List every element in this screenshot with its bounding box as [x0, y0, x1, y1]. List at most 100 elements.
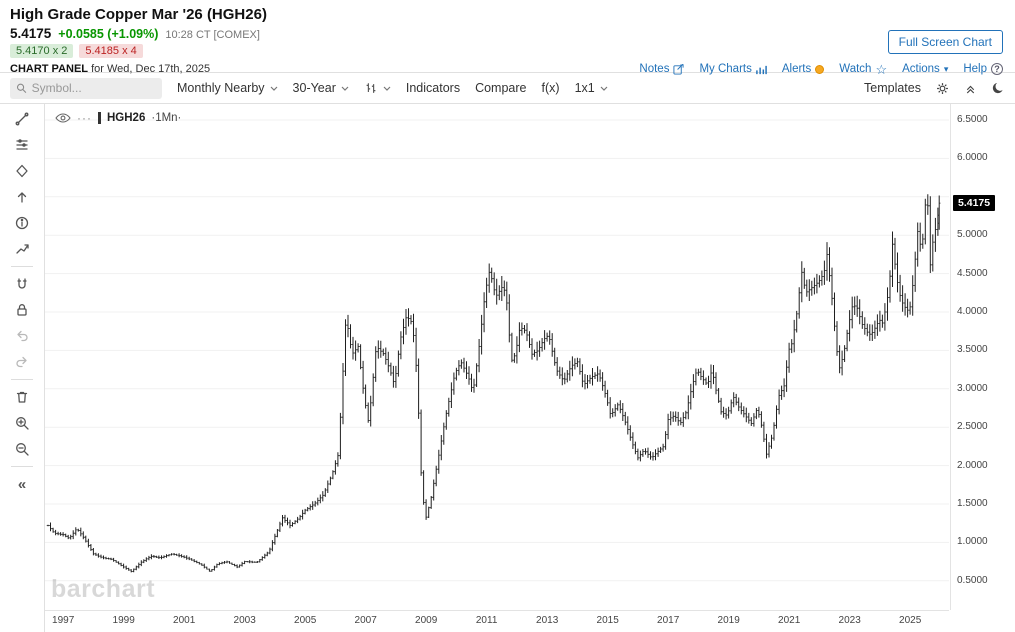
x-axis-label: 1997 — [52, 615, 75, 626]
series-color-swatch — [98, 112, 101, 124]
redo-button[interactable] — [11, 351, 33, 373]
my-charts-label: My Charts — [699, 63, 752, 76]
templates-button[interactable]: Templates — [864, 81, 921, 95]
lock-tool-button[interactable] — [11, 299, 33, 321]
x-axis-label: 2019 — [717, 615, 740, 626]
chevron-down-icon — [383, 86, 391, 91]
compare-label: Compare — [475, 81, 527, 95]
grid-layout-select[interactable]: 1x1 — [575, 81, 608, 95]
x-axis-label: 2017 — [657, 615, 680, 626]
actions-caret-icon: ▾ — [943, 63, 949, 74]
x-axis-label: 2005 — [294, 615, 317, 626]
chart-panel-label: CHART PANEL — [10, 63, 89, 76]
more-options-icon[interactable]: ··· — [77, 111, 92, 125]
measure-tool-button[interactable] — [11, 238, 33, 260]
magnet-tool-button[interactable] — [11, 273, 33, 295]
x-axis-label: 2007 — [354, 615, 377, 626]
compare-button[interactable]: Compare — [475, 81, 526, 95]
y-axis-label: 5.0000 — [957, 229, 988, 241]
chart-type-select[interactable] — [364, 81, 391, 95]
zoom-out-icon — [16, 443, 29, 456]
price-chart-plot[interactable] — [45, 104, 949, 610]
y-axis-label: 4.0000 — [957, 306, 988, 317]
templates-label: Templates — [864, 81, 921, 95]
alerts-link[interactable]: Alerts — [782, 63, 825, 75]
header: High Grade Copper Mar '26 (HGH26) 5.4175… — [0, 0, 1015, 76]
my-charts-link[interactable]: My Charts — [699, 63, 767, 76]
symbol-search[interactable] — [10, 77, 162, 99]
fx-label: f(x) — [541, 81, 560, 95]
undo-icon — [17, 330, 28, 342]
barchart-watermark: barchart — [51, 575, 156, 603]
my-charts-icon — [756, 65, 767, 74]
open-close-ticks — [46, 202, 941, 572]
actions-menu[interactable]: Actions ▾ — [902, 63, 948, 75]
help-link[interactable]: Help ? — [963, 63, 1003, 76]
diamond-shape-icon — [16, 164, 28, 178]
x-axis-label: 2011 — [475, 615, 498, 626]
zoom-in-button[interactable] — [11, 412, 33, 434]
moon-icon — [992, 83, 1003, 94]
chart-area[interactable]: 5.4175 0.5000 1.0000 1.5000 2.0000 2.5000 3.0… — [45, 104, 1015, 632]
collapse-sidebar-button[interactable]: « — [11, 473, 33, 495]
chevron-down-icon — [600, 86, 608, 91]
y-axis-label: 2.5000 — [957, 421, 988, 433]
settings-button[interactable] — [935, 81, 950, 96]
x-axis-label: 2009 — [415, 615, 438, 626]
eye-icon[interactable] — [55, 112, 71, 124]
x-axis-label: 2021 — [778, 615, 801, 626]
delete-drawings-button[interactable] — [11, 386, 33, 408]
studies-tool-button[interactable] — [11, 134, 33, 156]
ask-quote: 5.4185 x 4 — [79, 43, 143, 58]
sidebar-divider — [11, 379, 33, 380]
symbol-search-input[interactable] — [31, 81, 156, 95]
time-axis[interactable]: 1997 1999 2001 2003 2005 2007 2009 2011 2013 2015… — [45, 610, 949, 632]
y-axis-label: 1.5000 — [957, 498, 988, 509]
chevron-down-icon — [341, 86, 349, 91]
grid-layout-label: 1x1 — [574, 81, 595, 95]
session-time: 10:28 CT [COMEX] — [165, 28, 260, 41]
full-screen-chart-button[interactable]: Full Screen Chart — [887, 30, 1003, 54]
contract-select[interactable]: Monthly Nearby — [177, 81, 278, 95]
shapes-tool-button[interactable] — [11, 160, 33, 182]
chevron-down-icon — [270, 86, 278, 91]
range-select[interactable]: 30-Year — [293, 81, 349, 95]
header-links: Notes My Charts Alerts Watch ☆ Actions ▾… — [639, 63, 1003, 76]
measure-icon — [16, 244, 29, 254]
watch-link[interactable]: Watch ☆ — [839, 63, 887, 76]
legend-interval: ·1Mn· — [151, 112, 182, 124]
lock-icon — [17, 304, 27, 316]
x-axis-label: 1999 — [112, 615, 135, 626]
help-icon: ? — [991, 63, 1003, 76]
info-circle-icon — [15, 216, 29, 230]
y-axis-label: 0.5000 — [957, 574, 988, 586]
fx-button[interactable]: f(x) — [542, 81, 560, 95]
y-axis-label: 2.0000 — [957, 459, 988, 471]
last-price: 5.4175 — [10, 25, 52, 41]
annotation-tool-button[interactable] — [11, 212, 33, 234]
undo-button[interactable] — [11, 325, 33, 347]
notes-link[interactable]: Notes — [639, 63, 684, 75]
price-axis[interactable]: 5.4175 0.5000 1.0000 1.5000 2.0000 2.5000 3.0… — [950, 104, 1015, 610]
watch-star-icon: ☆ — [875, 61, 888, 77]
watch-label: Watch — [839, 63, 872, 76]
x-axis-label: 2023 — [838, 615, 861, 626]
magnet-icon — [17, 278, 27, 289]
x-axis-label: 2013 — [536, 615, 559, 626]
dark-mode-toggle[interactable] — [991, 81, 1005, 95]
trendline-tool-button[interactable] — [11, 108, 33, 130]
quote-row: 5.4170 x 2 5.4185 x 4 — [10, 43, 1005, 58]
bid-quote: 5.4170 x 2 — [10, 43, 74, 58]
collapse-toolbar-button[interactable] — [964, 82, 977, 95]
indicators-button[interactable]: Indicators — [406, 81, 460, 95]
page-title: High Grade Copper Mar '26 (HGH26) — [10, 6, 267, 23]
redo-icon — [16, 356, 27, 368]
legend-symbol: HGH26 — [107, 112, 146, 124]
range-select-label: 30-Year — [292, 81, 336, 95]
arrow-tool-button[interactable] — [11, 186, 33, 208]
ohlc-bar-type-icon — [366, 83, 376, 93]
gear-icon — [937, 82, 948, 94]
x-axis-label: 2015 — [596, 615, 619, 626]
zoom-out-button[interactable] — [11, 438, 33, 460]
y-axis-label: 3.0000 — [957, 382, 988, 394]
